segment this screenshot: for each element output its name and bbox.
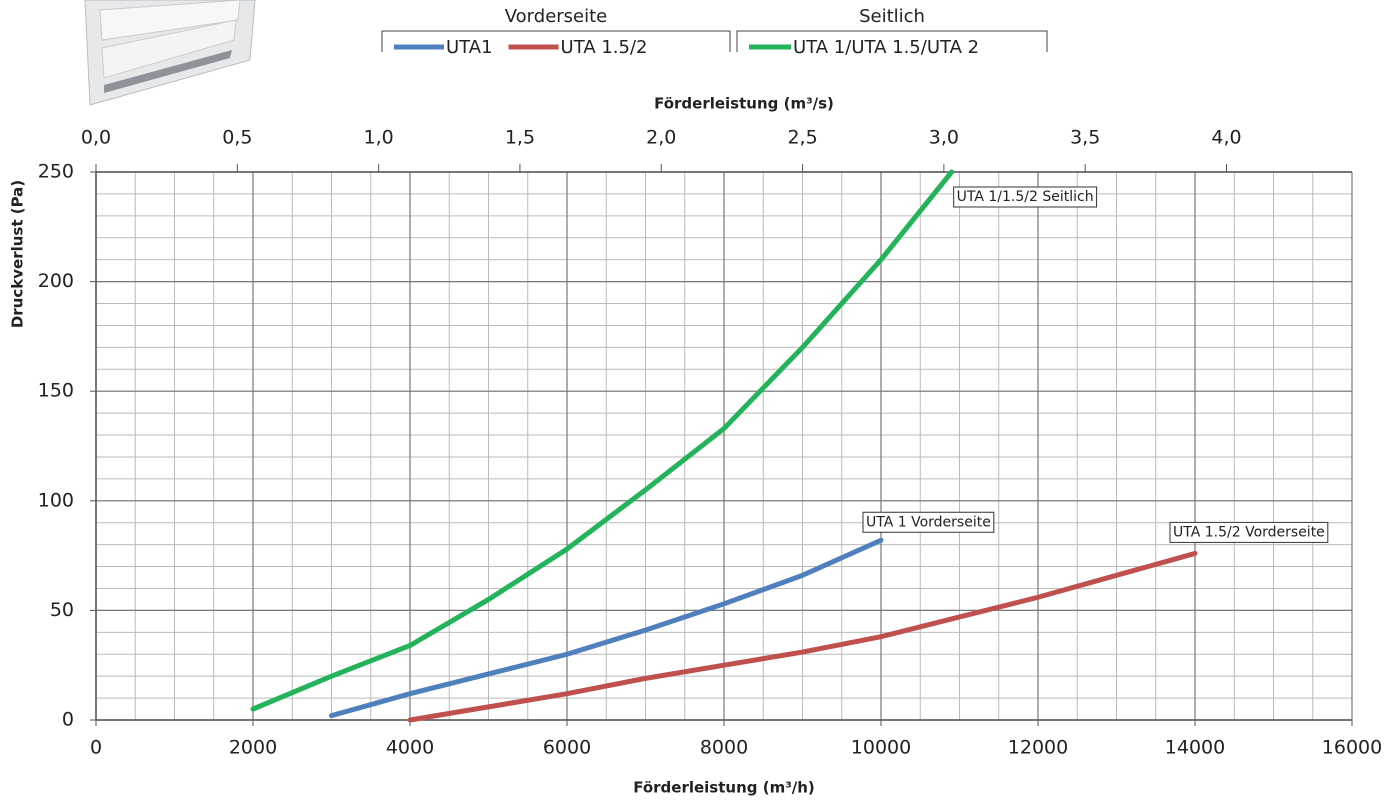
louvre-image <box>84 0 256 106</box>
x-axis-label: Förderleistung (m³/h) <box>633 779 815 797</box>
series-annotation: UTA 1 Vorderseite <box>862 511 995 533</box>
x2-tick-label: 3,0 <box>929 127 959 149</box>
x-tick-label: 2000 <box>229 737 277 759</box>
x-tick-label: 12000 <box>1008 737 1068 759</box>
y-axis-label: Druckverlust (Pa) <box>9 180 27 328</box>
series-line <box>250 169 955 712</box>
annotation-text: UTA 1 Vorderseite <box>866 514 991 530</box>
legend-bracket <box>381 30 731 52</box>
x2-tick-label: 1,5 <box>505 127 535 149</box>
y-tick-label: 0 <box>62 709 74 731</box>
x-tick-label: 16000 <box>1322 737 1382 759</box>
y-tick-label: 150 <box>38 380 74 402</box>
x-tick-label: 6000 <box>543 737 591 759</box>
legend-label: UTA1 <box>446 37 493 58</box>
series-annotation: UTA 1/1.5/2 Seitlich <box>953 186 1098 208</box>
x-tick-label: 4000 <box>386 737 434 759</box>
series-annotation: UTA 1.5/2 Vorderseite <box>1169 521 1329 543</box>
x-tick-label: 8000 <box>700 737 748 759</box>
x-tick-label: 0 <box>90 737 102 759</box>
annotation-box <box>1169 521 1329 543</box>
legend-group-title: Seitlich <box>859 6 925 27</box>
x2-tick-label: 2,5 <box>787 127 817 149</box>
legend-label: UTA 1.5/2 <box>561 37 648 58</box>
annotation-text: UTA 1.5/2 Vorderseite <box>1173 524 1325 540</box>
annotation-box <box>862 511 995 533</box>
legend-label: UTA 1/UTA 1.5/UTA 2 <box>793 37 979 58</box>
x2-tick-label: 0,0 <box>81 127 111 149</box>
series-line <box>407 550 1198 723</box>
legend-group-title: Vorderseite <box>505 6 608 27</box>
legend-bracket <box>736 30 1048 52</box>
x-tick-label: 14000 <box>1165 737 1225 759</box>
x2-tick-label: 4,0 <box>1211 127 1241 149</box>
y-tick-label: 100 <box>38 489 74 511</box>
annotation-box <box>953 186 1098 208</box>
annotation-text: UTA 1/1.5/2 Seitlich <box>957 189 1094 205</box>
x2-tick-label: 0,5 <box>222 127 252 149</box>
x2-tick-label: 3,5 <box>1070 127 1100 149</box>
y-tick-label: 250 <box>38 161 74 183</box>
y-tick-label: 200 <box>38 270 74 292</box>
x2-axis-label: Förderleistung (m³/s) <box>654 95 834 113</box>
series-line <box>329 537 884 719</box>
x2-tick-label: 1,0 <box>364 127 394 149</box>
y-tick-label: 50 <box>50 599 74 621</box>
x2-tick-label: 2,0 <box>646 127 676 149</box>
x-tick-label: 10000 <box>851 737 911 759</box>
